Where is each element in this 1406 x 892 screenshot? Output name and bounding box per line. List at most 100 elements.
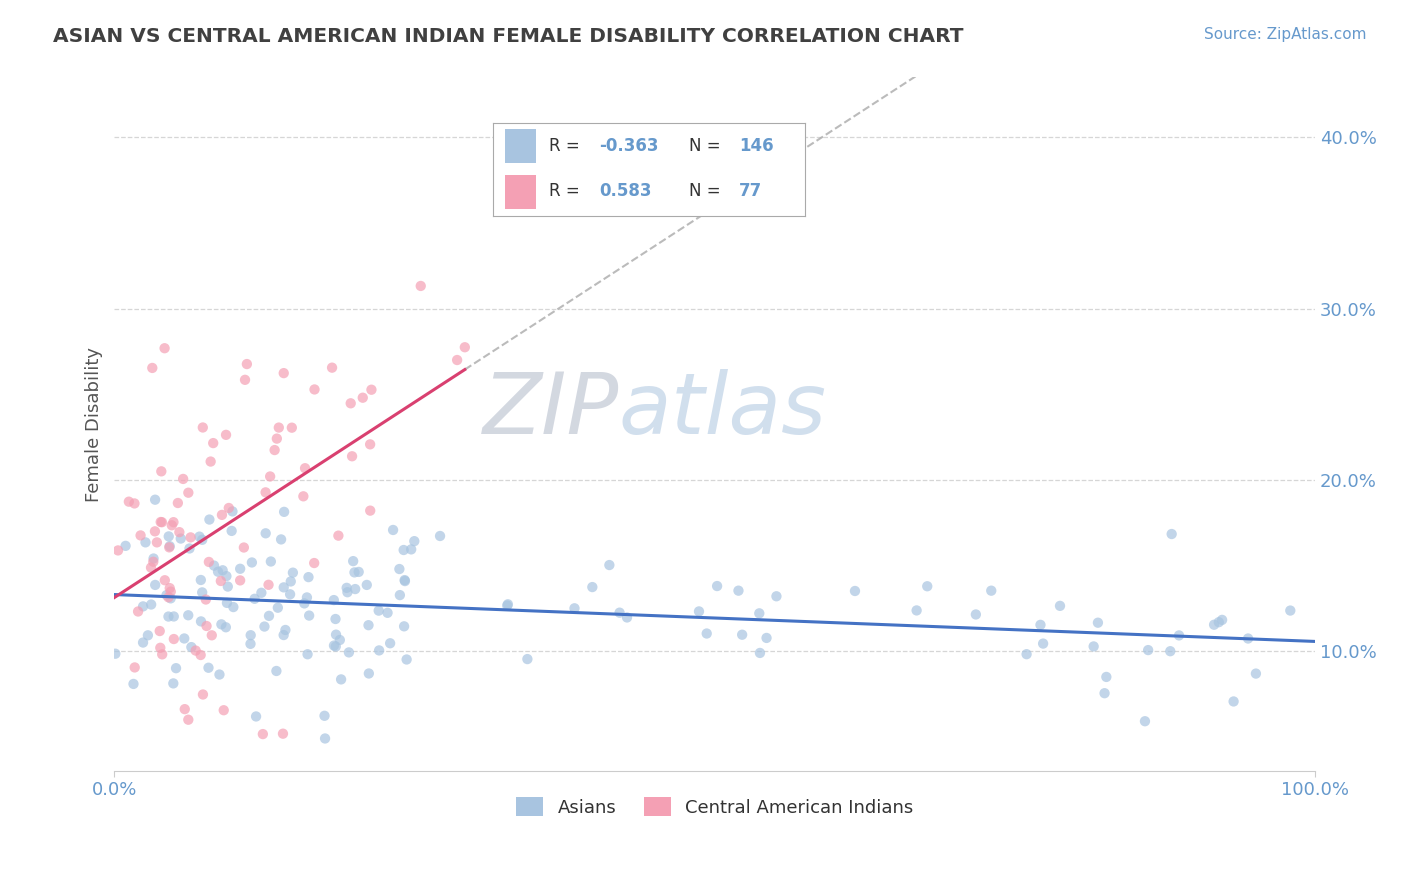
Point: [132, 599, 155, 614]
Point: [157, 529, 180, 543]
Point: [270, 533, 292, 547]
Point: [392, 543, 415, 558]
Point: [748, 607, 770, 621]
Point: [429, 529, 451, 543]
Point: [159, 581, 181, 595]
Point: [516, 652, 538, 666]
Point: [273, 505, 295, 519]
Point: [170, 532, 193, 546]
Point: [159, 591, 181, 606]
Point: [150, 515, 173, 529]
Point: [118, 494, 141, 508]
Point: [149, 640, 172, 655]
Point: [250, 586, 273, 600]
Point: [124, 496, 146, 510]
Point: [143, 578, 166, 592]
Point: [212, 703, 235, 717]
Point: [232, 541, 254, 555]
Point: [208, 667, 231, 681]
Point: [240, 556, 263, 570]
Point: [159, 539, 181, 553]
Point: [266, 664, 288, 678]
Point: [727, 583, 749, 598]
Point: [688, 604, 710, 618]
Point: [359, 437, 381, 451]
Point: [1204, 617, 1226, 632]
Point: [211, 508, 233, 522]
Point: [343, 566, 366, 580]
Point: [146, 535, 169, 549]
Point: [243, 591, 266, 606]
Point: [1168, 628, 1191, 642]
Point: [357, 666, 380, 681]
Point: [409, 279, 432, 293]
Point: [180, 640, 202, 654]
Point: [191, 533, 214, 547]
Point: [253, 619, 276, 633]
Point: [254, 526, 277, 541]
Point: [202, 558, 225, 573]
Point: [1222, 694, 1244, 708]
Point: [297, 647, 319, 661]
Point: [177, 608, 200, 623]
Point: [172, 472, 194, 486]
Point: [195, 619, 218, 633]
Point: [581, 580, 603, 594]
Point: [104, 647, 127, 661]
Point: [201, 628, 224, 642]
Point: [394, 573, 416, 587]
Point: [1137, 643, 1160, 657]
Point: [273, 628, 295, 642]
Point: [211, 563, 233, 577]
Point: [160, 518, 183, 533]
Point: [382, 523, 405, 537]
Point: [114, 539, 136, 553]
Point: [274, 623, 297, 637]
Point: [215, 620, 238, 634]
Point: [454, 340, 477, 354]
Point: [136, 628, 159, 642]
Point: [229, 562, 252, 576]
Point: [292, 489, 315, 503]
Point: [357, 618, 380, 632]
Point: [915, 579, 938, 593]
Point: [294, 461, 316, 475]
Text: ASIAN VS CENTRAL AMERICAN INDIAN FEMALE DISABILITY CORRELATION CHART: ASIAN VS CENTRAL AMERICAN INDIAN FEMALE …: [53, 27, 965, 45]
Point: [267, 420, 290, 434]
Point: [207, 565, 229, 579]
Point: [162, 676, 184, 690]
Point: [257, 578, 280, 592]
Point: [190, 648, 212, 662]
Point: [616, 610, 638, 624]
Point: [263, 443, 285, 458]
Point: [344, 582, 367, 596]
Point: [142, 555, 165, 569]
Point: [325, 640, 347, 654]
Point: [1279, 603, 1302, 617]
Point: [149, 624, 172, 638]
Point: [215, 596, 238, 610]
Point: [271, 727, 294, 741]
Point: [496, 599, 519, 613]
Point: [1029, 618, 1052, 632]
Point: [1049, 599, 1071, 613]
Point: [150, 648, 173, 662]
Point: [218, 500, 240, 515]
Point: [1244, 666, 1267, 681]
Point: [191, 585, 214, 599]
Point: [215, 569, 238, 583]
Point: [295, 591, 318, 605]
Point: [731, 628, 754, 642]
Point: [191, 688, 214, 702]
Point: [388, 588, 411, 602]
Point: [188, 530, 211, 544]
Point: [980, 583, 1002, 598]
Point: [163, 632, 186, 646]
Point: [179, 541, 201, 556]
Point: [149, 515, 172, 529]
Point: [245, 709, 267, 723]
Point: [165, 661, 187, 675]
Point: [765, 589, 787, 603]
Point: [356, 578, 378, 592]
Text: atlas: atlas: [619, 368, 827, 451]
